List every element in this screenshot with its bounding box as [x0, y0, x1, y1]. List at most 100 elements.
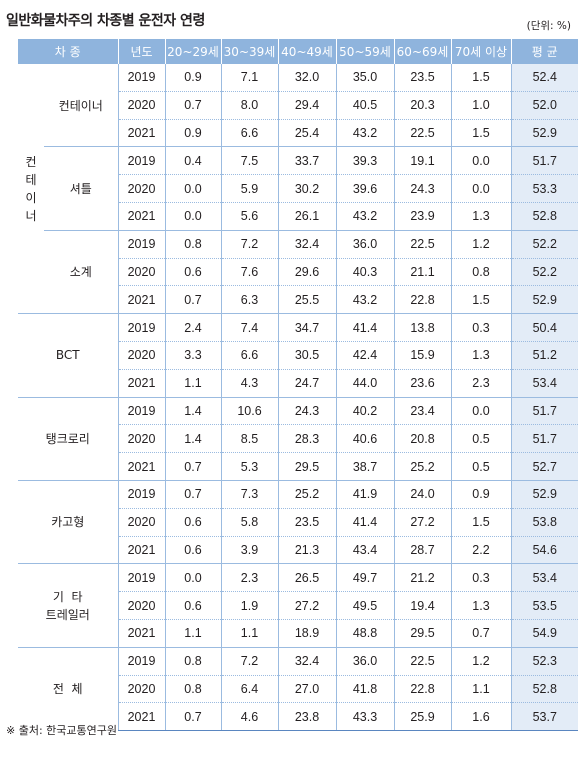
cell-age-70plus: 1.0: [450, 90, 511, 120]
cell-age-40s: 33.7: [277, 146, 336, 175]
cell-average: 52.9: [510, 479, 578, 509]
cell-age-50s: 40.3: [335, 257, 394, 286]
cell-age-40s: 32.4: [277, 646, 336, 676]
cell-age-40s: 30.5: [277, 340, 336, 370]
cell-age-60s: 24.0: [393, 479, 451, 509]
cell-age-50s: 40.2: [335, 396, 394, 425]
cell-age-30s: 7.3: [220, 479, 278, 509]
cell-age-50s: 38.7: [335, 452, 394, 481]
cell-age-30s: 3.9: [220, 535, 278, 564]
table-row: 2020 0.0 5.9 30.2 39.6 24.3 0.0 53.3: [18, 174, 578, 203]
cell-age-40s: 29.6: [277, 257, 336, 286]
cell-age-30s: 5.9: [220, 174, 278, 203]
group-total-label: 전 체: [18, 646, 118, 731]
container-label-char: 이: [25, 190, 37, 205]
cell-age-20s: 1.4: [164, 424, 221, 453]
cell-age-40s: 21.3: [277, 535, 336, 564]
cell-age-60s: 23.4: [393, 396, 451, 425]
cell-age-40s: 24.3: [277, 396, 336, 425]
table-row: 2020 0.6 5.8 23.5 41.4 27.2 1.5 53.8: [18, 507, 578, 537]
cell-age-50s: 43.2: [335, 201, 394, 231]
cell-age-60s: 13.8: [393, 313, 451, 342]
cell-age-30s: 5.8: [220, 507, 278, 537]
table-row: 2021 0.6 3.9 21.3 43.4 28.7 2.2 54.6: [18, 535, 578, 564]
cell-age-30s: 7.2: [220, 646, 278, 676]
cell-age-30s: 5.6: [220, 201, 278, 231]
cell-age-50s: 41.9: [335, 479, 394, 509]
cell-age-60s: 22.5: [393, 646, 451, 676]
cell-age-60s: 22.8: [393, 674, 451, 703]
cell-age-20s: 1.1: [164, 368, 221, 398]
cell-age-70plus: 1.3: [450, 340, 511, 370]
cell-age-60s: 22.5: [393, 118, 451, 147]
cell-average: 52.9: [510, 118, 578, 147]
cell-year: 2021: [117, 118, 165, 147]
cell-age-70plus: 0.8: [450, 257, 511, 286]
cell-age-40s: 24.7: [277, 368, 336, 398]
table-row: 전 체 2019 0.8 7.2 32.4 36.0 22.5 1.2 52.3: [18, 646, 578, 731]
cell-year: 2021: [117, 452, 165, 481]
header-age-20s: 20~29세: [164, 39, 221, 64]
cell-age-40s: 25.5: [277, 285, 336, 314]
cell-year: 2020: [117, 90, 165, 120]
header-age-60s: 60~69세: [393, 39, 451, 64]
table-row: 2021 0.7 4.6 23.8 43.3 25.9 1.6 53.7: [18, 702, 578, 732]
cell-age-30s: 6.4: [220, 674, 278, 703]
container-label-char: 너: [25, 208, 37, 223]
cell-age-50s: 42.4: [335, 340, 394, 370]
cell-age-70plus: 1.2: [450, 229, 511, 259]
cell-age-20s: 0.7: [164, 452, 221, 481]
cell-average: 54.9: [510, 618, 578, 648]
cell-age-20s: 0.7: [164, 90, 221, 120]
cell-age-50s: 41.4: [335, 507, 394, 537]
cell-age-60s: 29.5: [393, 618, 451, 648]
cell-year: 2020: [117, 674, 165, 703]
cell-age-40s: 18.9: [277, 618, 336, 648]
cell-age-60s: 22.5: [393, 229, 451, 259]
cell-age-60s: 19.1: [393, 146, 451, 175]
cell-age-60s: 21.1: [393, 257, 451, 286]
cell-age-70plus: 0.0: [450, 396, 511, 425]
cell-age-50s: 43.2: [335, 118, 394, 147]
cell-age-40s: 27.2: [277, 591, 336, 620]
cell-age-20s: 0.9: [164, 64, 221, 92]
cell-age-50s: 39.3: [335, 146, 394, 175]
cell-age-60s: 20.8: [393, 424, 451, 453]
table-row: 기 타 트레일러 2019 0.0 2.3 26.5 49.7 21.2 0.3 53.4: [18, 563, 578, 648]
cell-age-20s: 1.1: [164, 618, 221, 648]
cell-year: 2019: [117, 479, 165, 509]
cell-age-20s: 0.6: [164, 257, 221, 286]
subgroup-label: 셔틀: [44, 146, 118, 231]
cell-age-20s: 0.8: [164, 646, 221, 676]
cell-age-70plus: 0.3: [450, 563, 511, 592]
age-table: 차 종 년도 20~29세 30~39세 40~49세 50~59세 60~69…: [18, 39, 578, 732]
cell-year: 2019: [117, 313, 165, 342]
cell-year: 2021: [117, 618, 165, 648]
cell-age-50s: 40.6: [335, 424, 394, 453]
cell-age-30s: 1.9: [220, 591, 278, 620]
table-row: 2020 1.4 8.5 28.3 40.6 20.8 0.5 51.7: [18, 424, 578, 453]
cell-age-60s: 20.3: [393, 90, 451, 120]
cell-age-20s: 0.6: [164, 591, 221, 620]
cell-age-30s: 1.1: [220, 618, 278, 648]
cell-age-20s: 0.9: [164, 118, 221, 147]
cell-age-50s: 48.8: [335, 618, 394, 648]
header-category: 차 종: [18, 39, 118, 64]
cell-average: 52.7: [510, 452, 578, 481]
cell-age-40s: 34.7: [277, 313, 336, 342]
etc-label-line2: 트레일러: [45, 607, 90, 622]
cell-age-60s: 19.4: [393, 591, 451, 620]
subgroup-label: 소계: [44, 229, 118, 314]
cell-age-50s: 36.0: [335, 229, 394, 259]
table-row: 2021 0.7 6.3 25.5 43.2 22.8 1.5 52.9: [18, 285, 578, 314]
cell-year: 2020: [117, 174, 165, 203]
cell-year: 2019: [117, 146, 165, 175]
container-label-char: 컨: [25, 154, 37, 169]
cell-age-70plus: 2.2: [450, 535, 511, 564]
cell-average: 53.8: [510, 507, 578, 537]
cell-average: 52.2: [510, 257, 578, 286]
cell-age-20s: 2.4: [164, 313, 221, 342]
cell-average: 52.0: [510, 90, 578, 120]
cell-age-40s: 27.0: [277, 674, 336, 703]
cell-age-30s: 10.6: [220, 396, 278, 425]
